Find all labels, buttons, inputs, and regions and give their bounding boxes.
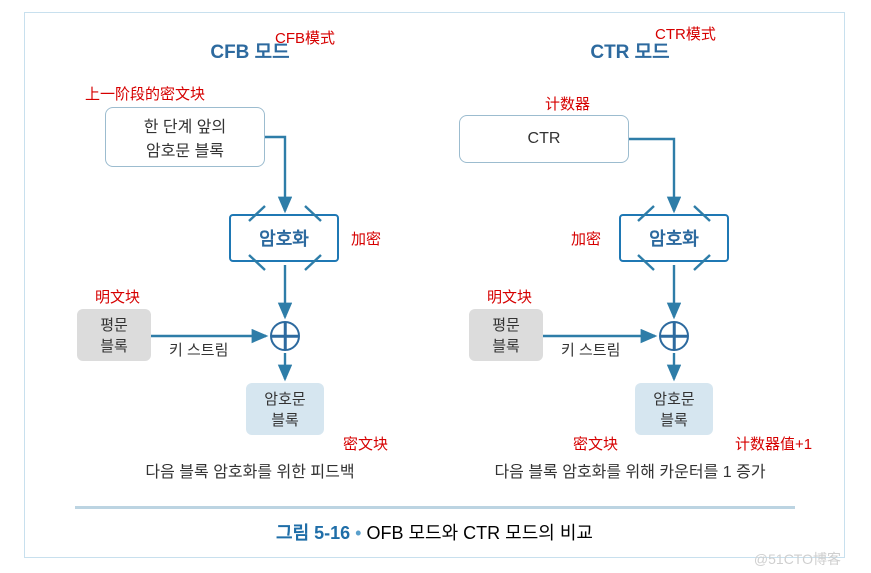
figure-number: 그림 5-16 xyxy=(276,523,350,543)
ctr-plaintext-box: 평문 블록 xyxy=(469,309,543,361)
cfb-pt-red: 明文块 xyxy=(95,286,140,307)
ctr-arrows xyxy=(445,31,815,501)
cfb-ct-red: 密文块 xyxy=(343,433,388,454)
cfb-encrypt-box: 암호화 xyxy=(229,214,339,262)
cfb-source-box: 한 단계 앞의 암호문 블록 xyxy=(105,107,265,167)
cfb-keystream-label: 키 스트림 xyxy=(169,339,228,360)
cfb-title: CFB 모드 xyxy=(65,37,435,64)
cfb-ciphertext-box: 암호문 블록 xyxy=(246,383,324,435)
watermark: @51CTO博客 xyxy=(754,549,841,569)
cfb-xor-icon xyxy=(270,321,300,351)
ctr-src-red: 计数器 xyxy=(545,93,590,114)
cfb-src-line2: 암호문 블록 xyxy=(146,137,224,161)
ctr-enc-red: 加密 xyxy=(571,228,601,249)
ctr-counter-red: 计数器值+1 xyxy=(735,433,812,454)
cfb-column: CFB模式 CFB 모드 上一阶段的密文块 한 단계 앞의 암호문 블록 암호화… xyxy=(65,31,435,501)
cfb-enc-red: 加密 xyxy=(351,228,381,249)
ctr-bottom-text: 다음 블록 암호화를 위해 카운터를 1 증가 xyxy=(445,458,815,482)
figure-caption-text: OFB 모드와 CTR 모드의 비교 xyxy=(366,523,592,543)
ctr-ct-red: 密文块 xyxy=(573,433,618,454)
cfb-plaintext-box: 평문 블록 xyxy=(77,309,151,361)
ctr-title: CTR 모드 xyxy=(445,37,815,64)
ctr-column: CTR模式 CTR 모드 计数器 CTR 암호화 加密 明文块 평문 블록 키 … xyxy=(445,31,815,501)
diagram-frame: CFB模式 CFB 모드 上一阶段的密文块 한 단계 앞의 암호문 블록 암호화… xyxy=(24,12,845,558)
ctr-pt-red: 明文块 xyxy=(487,286,532,307)
ctr-keystream-label: 키 스트림 xyxy=(561,339,620,360)
figure-caption: 그림 5-16 • OFB 모드와 CTR 모드의 비교 xyxy=(25,519,844,545)
cfb-src-red: 上一阶段的密文块 xyxy=(85,83,205,104)
divider-bar xyxy=(75,506,795,509)
cfb-src-line1: 한 단계 앞의 xyxy=(144,113,227,137)
ctr-encrypt-box: 암호화 xyxy=(619,214,729,262)
ctr-xor-icon xyxy=(659,321,689,351)
cfb-bottom-text: 다음 블록 암호화를 위한 피드백 xyxy=(65,458,435,482)
ctr-source-box: CTR xyxy=(459,115,629,163)
ctr-ciphertext-box: 암호문 블록 xyxy=(635,383,713,435)
